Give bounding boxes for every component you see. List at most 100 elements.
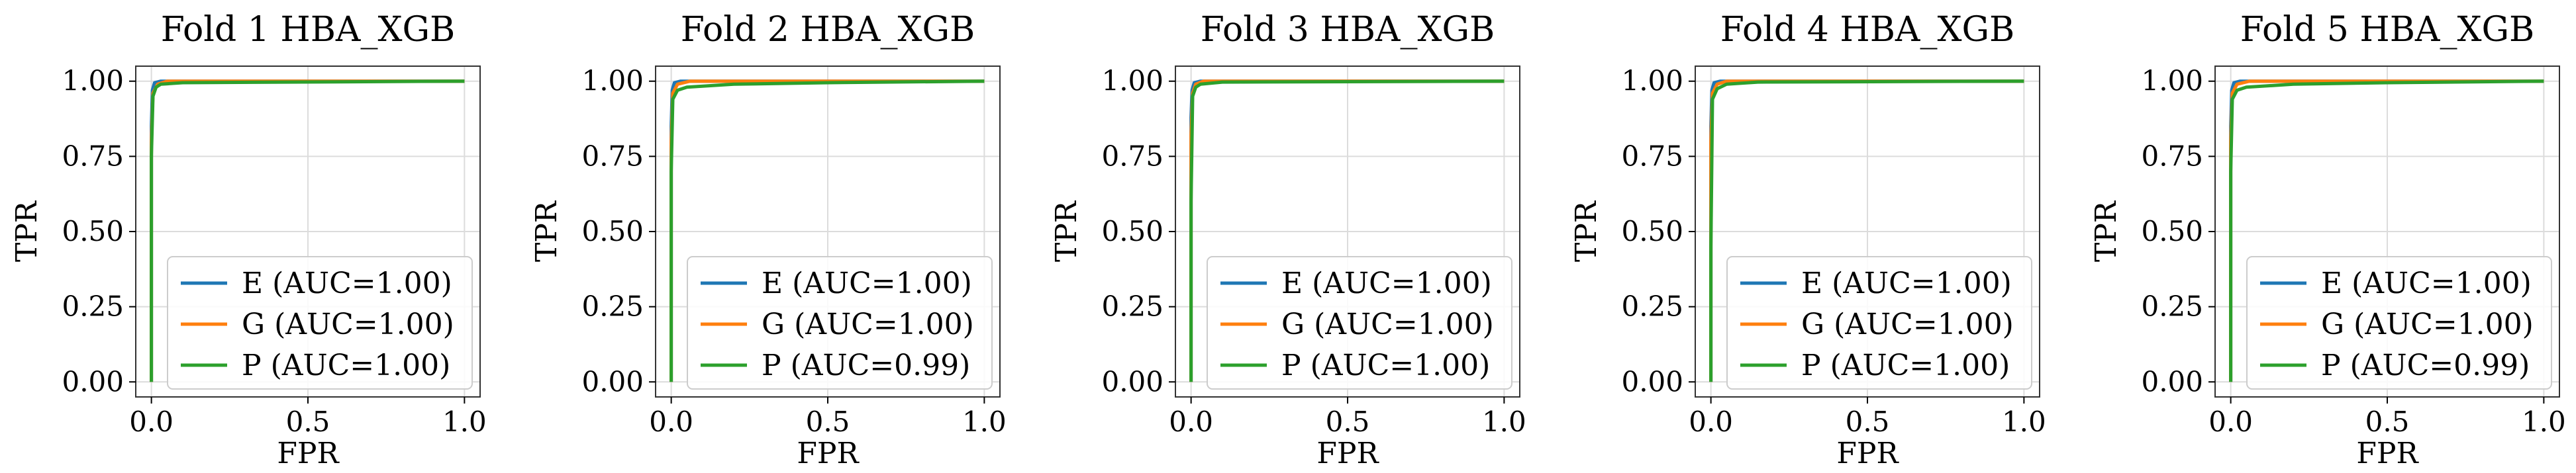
y-axis-label: TPR (1569, 200, 1603, 262)
roc-panel-5: 0.0 0.5 1.0 0.00 0.25 0.50 0.75 1.00 Fold 5 HBA_… (2089, 10, 2566, 470)
chart-title: Fold 2 HBA_XGB (681, 10, 975, 50)
legend-label: E (AUC=1.00) (762, 267, 972, 300)
y-axis-label: TPR (530, 200, 564, 262)
legend: E (AUC=1.00) G (AUC=1.00) P (AUC=0.99) (2246, 256, 2552, 390)
y-tick-label: 0.75 (1621, 140, 1683, 172)
legend-label: G (AUC=1.00) (2321, 308, 2534, 341)
legend-label: E (AUC=1.00) (2321, 267, 2532, 300)
y-tick-label: 0.25 (581, 290, 644, 323)
chart-title: Fold 3 HBA_XGB (1201, 10, 1495, 50)
x-tick-label: 0.0 (649, 406, 693, 438)
roc-panel-1: 0.0 0.5 1.0 0.00 0.25 0.50 0.75 1.00 Fold 1 HBA_… (10, 10, 487, 470)
y-tick-label: 0.50 (2141, 215, 2203, 247)
y-tick-label: 1.00 (62, 65, 124, 97)
x-tick-label: 0.0 (129, 406, 173, 438)
series-line-p (1189, 79, 1505, 382)
legend-item-p: P (AUC=1.00) (1740, 349, 2010, 382)
legend: E (AUC=1.00) G (AUC=1.00) P (AUC=1.00) (1207, 256, 1512, 390)
y-tick-label: 0.25 (1621, 290, 1683, 323)
x-tick-label: 0.5 (286, 406, 330, 438)
legend: E (AUC=1.00) G (AUC=1.00) P (AUC=0.99) (687, 256, 993, 390)
legend-item-g: G (AUC=1.00) (1220, 308, 1494, 341)
y-tick-label: 0.75 (62, 140, 124, 172)
y-tick-label: 0.50 (1101, 215, 1164, 247)
legend-label: E (AUC=1.00) (242, 267, 452, 300)
legend-item-p: P (AUC=1.00) (1220, 349, 1490, 382)
legend-item-e: E (AUC=1.00) (1220, 267, 1492, 300)
y-tick-label: 0.25 (62, 290, 124, 323)
x-axis-label: FPR (2356, 437, 2419, 470)
legend-label: P (AUC=0.99) (762, 349, 970, 382)
legend: E (AUC=1.00) G (AUC=1.00) P (AUC=1.00) (167, 256, 473, 390)
legend-item-p: P (AUC=0.99) (2260, 349, 2530, 382)
legend-item-g: G (AUC=1.00) (181, 308, 454, 341)
series-line-p (2229, 79, 2544, 382)
y-axis-label: TPR (2089, 200, 2123, 262)
y-tick-label: 1.00 (2141, 65, 2203, 97)
y-tick-label: 0.75 (581, 140, 644, 172)
y-axis-label: TPR (10, 200, 44, 262)
legend-item-p: P (AUC=1.00) (181, 349, 450, 382)
x-tick-label: 0.0 (1689, 406, 1733, 438)
legend-item-g: G (AUC=1.00) (1740, 308, 2014, 341)
legend-label: G (AUC=1.00) (1801, 308, 2014, 341)
legend-label: P (AUC=0.99) (2321, 349, 2530, 382)
legend-item-g: G (AUC=1.00) (701, 308, 974, 341)
chart-title: Fold 5 HBA_XGB (2240, 10, 2535, 50)
legend-box (687, 256, 993, 390)
legend-item-e: E (AUC=1.00) (701, 267, 972, 300)
y-tick-label: 0.00 (581, 365, 644, 398)
legend: E (AUC=1.00) G (AUC=1.00) P (AUC=1.00) (1726, 256, 2032, 390)
y-tick-label: 1.00 (581, 65, 644, 97)
legend-box (167, 256, 473, 390)
series-line-p (1709, 79, 2024, 382)
legend-item-p: P (AUC=0.99) (701, 349, 970, 382)
y-tick-label: 1.00 (1621, 65, 1683, 97)
x-axis-label: FPR (797, 437, 860, 470)
y-tick-label: 0.25 (1101, 290, 1164, 323)
legend-box (1207, 256, 1512, 390)
chart-title: Fold 4 HBA_XGB (1720, 10, 2015, 50)
x-tick-label: 0.5 (2365, 406, 2410, 438)
y-tick-label: 0.00 (1621, 365, 1683, 398)
y-tick-label: 0.75 (1101, 140, 1164, 172)
x-tick-label: 0.5 (1326, 406, 1370, 438)
chart-title: Fold 1 HBA_XGB (161, 10, 456, 50)
y-tick-label: 0.00 (1101, 365, 1164, 398)
legend-label: P (AUC=1.00) (1801, 349, 2010, 382)
legend-label: G (AUC=1.00) (1281, 308, 1494, 341)
x-tick-label: 0.5 (1846, 406, 1890, 438)
y-tick-label: 0.75 (2141, 140, 2203, 172)
legend-item-e: E (AUC=1.00) (2260, 267, 2532, 300)
y-tick-label: 0.50 (1621, 215, 1683, 247)
series-line-p (669, 79, 985, 382)
y-tick-label: 0.50 (581, 215, 644, 247)
legend-label: P (AUC=1.00) (1281, 349, 1490, 382)
legend-label: E (AUC=1.00) (1801, 267, 2012, 300)
x-tick-label: 1.0 (2522, 406, 2566, 438)
legend-item-e: E (AUC=1.00) (181, 267, 452, 300)
x-axis-label: FPR (277, 437, 340, 470)
legend-item-e: E (AUC=1.00) (1740, 267, 2012, 300)
y-tick-label: 0.25 (2141, 290, 2203, 323)
x-tick-label: 1.0 (2002, 406, 2046, 438)
legend-box (2246, 256, 2552, 390)
y-tick-label: 0.50 (62, 215, 124, 247)
x-tick-label: 0.0 (2208, 406, 2253, 438)
y-tick-label: 1.00 (1101, 65, 1164, 97)
roc-panel-4: 0.0 0.5 1.0 0.00 0.25 0.50 0.75 1.00 Fold 4 HBA_… (1569, 10, 2046, 470)
x-tick-label: 0.5 (806, 406, 850, 438)
x-tick-label: 0.0 (1169, 406, 1213, 438)
y-tick-label: 0.00 (62, 365, 124, 398)
legend-label: P (AUC=1.00) (242, 349, 450, 382)
legend-label: G (AUC=1.00) (242, 308, 454, 341)
x-axis-label: FPR (1836, 437, 1899, 470)
x-axis-label: FPR (1316, 437, 1379, 470)
x-tick-label: 1.0 (1482, 406, 1526, 438)
roc-panel-2: 0.0 0.5 1.0 0.00 0.25 0.50 0.75 1.00 Fold 2 HBA_… (530, 10, 1007, 470)
x-tick-label: 1.0 (442, 406, 487, 438)
legend-box (1726, 256, 2032, 390)
roc-panel-3: 0.0 0.5 1.0 0.00 0.25 0.50 0.75 1.00 Fold 3 HBA_… (1050, 10, 1526, 470)
y-axis-label: TPR (1050, 200, 1083, 262)
